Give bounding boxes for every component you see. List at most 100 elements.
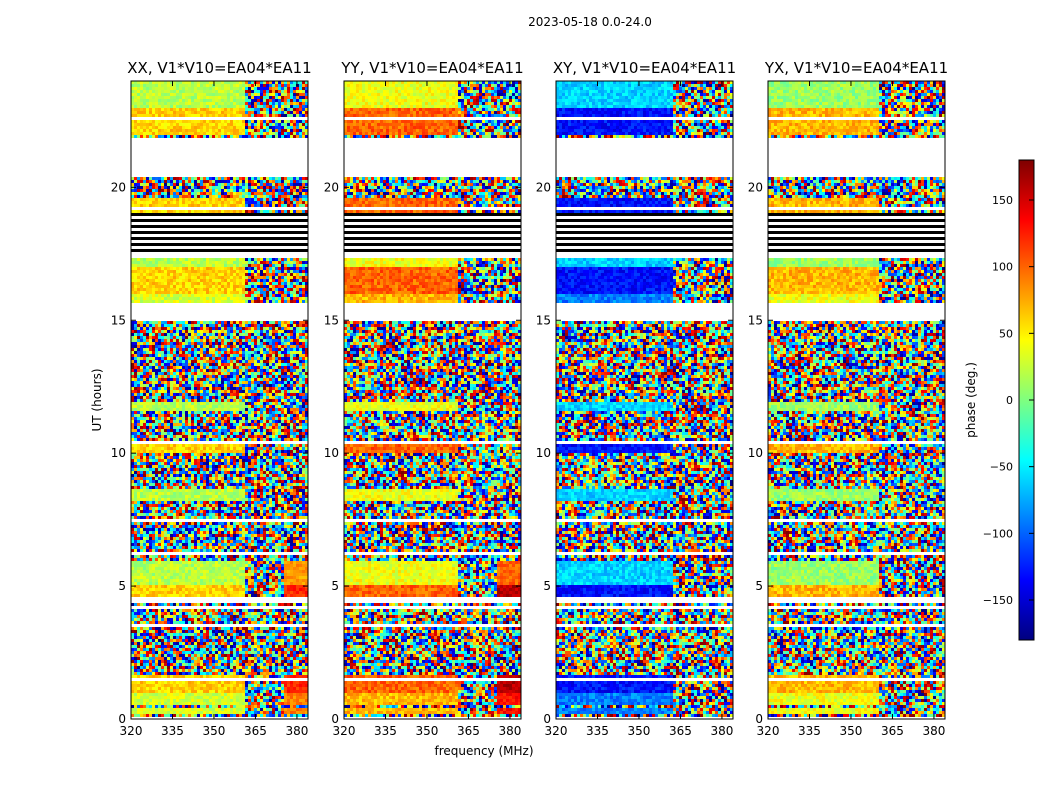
phase-cell bbox=[215, 378, 218, 381]
phase-cell bbox=[179, 195, 182, 198]
phase-cell bbox=[215, 297, 218, 300]
phase-cell bbox=[272, 411, 275, 414]
phase-cell bbox=[281, 432, 284, 435]
phase-cell bbox=[254, 393, 257, 396]
phase-cell bbox=[233, 369, 236, 372]
phase-cell bbox=[266, 96, 269, 99]
phase-cell bbox=[167, 423, 170, 426]
phase-cell bbox=[206, 297, 209, 300]
phase-cell bbox=[212, 429, 215, 432]
phase-cell bbox=[185, 129, 188, 132]
phase-cell bbox=[182, 321, 185, 324]
phase-cell bbox=[152, 177, 155, 180]
phase-cell bbox=[293, 102, 296, 105]
phase-cell bbox=[155, 438, 158, 441]
phase-cell bbox=[173, 336, 176, 339]
phase-cell bbox=[239, 333, 242, 336]
phase-cell bbox=[257, 81, 260, 84]
phase-cell bbox=[290, 354, 293, 357]
phase-cell bbox=[134, 288, 137, 291]
phase-cell bbox=[236, 438, 239, 441]
phase-cell bbox=[131, 87, 134, 90]
phase-cell bbox=[230, 321, 233, 324]
phase-cell bbox=[140, 180, 143, 183]
phase-cell bbox=[254, 363, 257, 366]
phase-cell bbox=[167, 378, 170, 381]
phase-cell bbox=[257, 177, 260, 180]
phase-cell bbox=[287, 345, 290, 348]
phase-cell bbox=[209, 210, 212, 213]
phase-cell bbox=[239, 420, 242, 423]
phase-cell bbox=[293, 120, 296, 123]
phase-cell bbox=[134, 90, 137, 93]
phase-cell bbox=[218, 126, 221, 129]
phase-cell bbox=[296, 354, 299, 357]
phase-cell bbox=[209, 126, 212, 129]
phase-cell bbox=[242, 348, 245, 351]
phase-cell bbox=[299, 438, 302, 441]
phase-cell bbox=[137, 129, 140, 132]
phase-cell bbox=[194, 261, 197, 264]
phase-cell bbox=[137, 120, 140, 123]
phase-cell bbox=[275, 354, 278, 357]
phase-cell bbox=[263, 354, 266, 357]
phase-cell bbox=[185, 186, 188, 189]
phase-cell bbox=[152, 276, 155, 279]
phase-cell bbox=[134, 189, 137, 192]
phase-cell bbox=[275, 321, 278, 324]
phase-cell bbox=[152, 390, 155, 393]
phase-cell bbox=[227, 387, 230, 390]
phase-cell bbox=[302, 363, 305, 366]
phase-cell bbox=[251, 339, 254, 342]
phase-cell bbox=[158, 192, 161, 195]
phase-cell bbox=[212, 327, 215, 330]
phase-cell bbox=[215, 390, 218, 393]
phase-cell bbox=[293, 177, 296, 180]
phase-cell bbox=[272, 294, 275, 297]
phase-cell bbox=[263, 126, 266, 129]
phase-cell bbox=[197, 96, 200, 99]
phase-cell bbox=[212, 336, 215, 339]
phase-cell bbox=[209, 366, 212, 369]
phase-cell bbox=[290, 297, 293, 300]
flagged-row bbox=[131, 213, 308, 216]
phase-cell bbox=[188, 420, 191, 423]
phase-cell bbox=[296, 273, 299, 276]
phase-cell bbox=[218, 288, 221, 291]
phase-cell bbox=[248, 114, 251, 117]
phase-cell bbox=[194, 111, 197, 114]
phase-cell bbox=[290, 192, 293, 195]
phase-cell bbox=[218, 369, 221, 372]
phase-cell bbox=[281, 327, 284, 330]
phase-cell bbox=[197, 288, 200, 291]
phase-cell bbox=[224, 258, 227, 261]
phase-cell bbox=[143, 126, 146, 129]
phase-cell bbox=[158, 417, 161, 420]
phase-cell bbox=[257, 114, 260, 117]
phase-cell bbox=[230, 345, 233, 348]
phase-cell bbox=[299, 363, 302, 366]
phase-cell bbox=[134, 210, 137, 213]
phase-cell bbox=[257, 87, 260, 90]
phase-cell bbox=[299, 258, 302, 261]
phase-cell bbox=[161, 339, 164, 342]
phase-cell bbox=[281, 114, 284, 117]
phase-cell bbox=[209, 369, 212, 372]
phase-cell bbox=[257, 432, 260, 435]
phase-cell bbox=[290, 198, 293, 201]
phase-cell bbox=[227, 192, 230, 195]
phase-cell bbox=[266, 129, 269, 132]
phase-cell bbox=[161, 198, 164, 201]
phase-cell bbox=[287, 408, 290, 411]
phase-cell bbox=[152, 105, 155, 108]
phase-cell bbox=[299, 81, 302, 84]
phase-cell bbox=[281, 321, 284, 324]
phase-cell bbox=[143, 426, 146, 429]
phase-cell bbox=[215, 294, 218, 297]
phase-cell bbox=[218, 204, 221, 207]
phase-cell bbox=[281, 87, 284, 90]
phase-cell bbox=[197, 108, 200, 111]
phase-cell bbox=[152, 123, 155, 126]
phase-cell bbox=[242, 384, 245, 387]
phase-cell bbox=[296, 123, 299, 126]
